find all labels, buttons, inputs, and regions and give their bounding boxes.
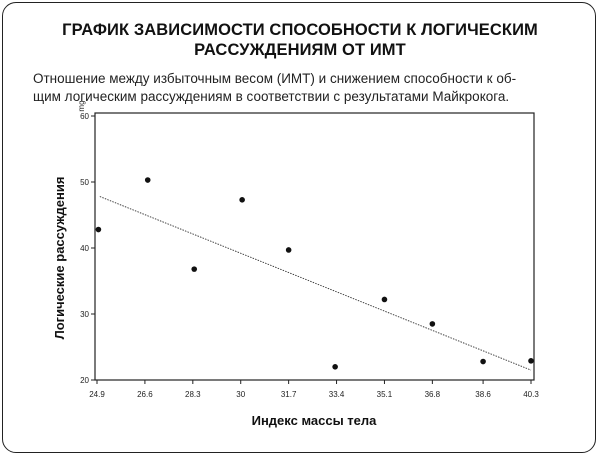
data-point — [381, 296, 388, 303]
data-point — [285, 247, 292, 253]
x-tick-label: 24.9 — [89, 390, 105, 399]
y-axis-ticks: 20 30 40 50 60 — [80, 112, 95, 385]
x-tick-label: 38.6 — [475, 390, 491, 399]
data-point — [528, 358, 534, 364]
x-tick-label: 26.6 — [137, 390, 153, 399]
y-tick-label: 40 — [80, 244, 89, 253]
data-point — [480, 358, 486, 365]
plot-area — [94, 112, 535, 381]
trend-line — [99, 196, 532, 371]
y-unit-label: mg — [77, 100, 86, 111]
y-tick-label: 20 — [80, 376, 89, 385]
x-tick-label: 36.8 — [425, 390, 441, 399]
data-point — [239, 197, 245, 203]
y-tick-label: 30 — [80, 310, 89, 319]
data-point — [144, 177, 151, 183]
x-tick-label: 28.3 — [185, 390, 201, 399]
x-tick-label: 35.1 — [377, 390, 393, 399]
x-tick-label: 40.3 — [523, 390, 539, 399]
y-axis-title: Логические рассуждения — [52, 177, 67, 340]
x-tick-label: 31.7 — [281, 390, 297, 399]
data-point — [429, 321, 436, 327]
chart-subtitle-line1: Отношение между избыточным весом (ИМТ) и… — [33, 71, 517, 86]
chart-subtitle-line2: щим логическим рассуждениям в соответств… — [33, 89, 510, 104]
data-point — [332, 364, 338, 370]
x-tick-label: 33.4 — [329, 390, 345, 399]
y-tick-label: 60 — [80, 112, 89, 121]
y-tick-label: 50 — [80, 178, 89, 187]
x-axis-title: Индекс массы тела — [252, 413, 378, 428]
figure-frame — [2, 2, 596, 453]
data-point — [95, 226, 102, 233]
chart-title-line1: ГРАФИК ЗАВИСИМОСТИ СПОСОБНОСТИ К ЛОГИЧЕС… — [62, 21, 538, 39]
chart-subtitle: Отношение между избыточным весом (ИМТ) и… — [33, 70, 573, 106]
x-tick-label: 30 — [236, 390, 245, 399]
x-axis-ticks: 24.9 26.6 28.3 30 31.7 33.4 35.1 36.8 38.6 40.3 — [89, 380, 539, 399]
chart-title: ГРАФИК ЗАВИСИМОСТИ СПОСОБНОСТИ К ЛОГИЧЕС… — [0, 20, 600, 60]
data-points — [95, 177, 534, 370]
chart-title-line2: РАССУЖДЕНИЯМ ОТ ИМТ — [194, 41, 406, 59]
data-point — [191, 266, 198, 272]
